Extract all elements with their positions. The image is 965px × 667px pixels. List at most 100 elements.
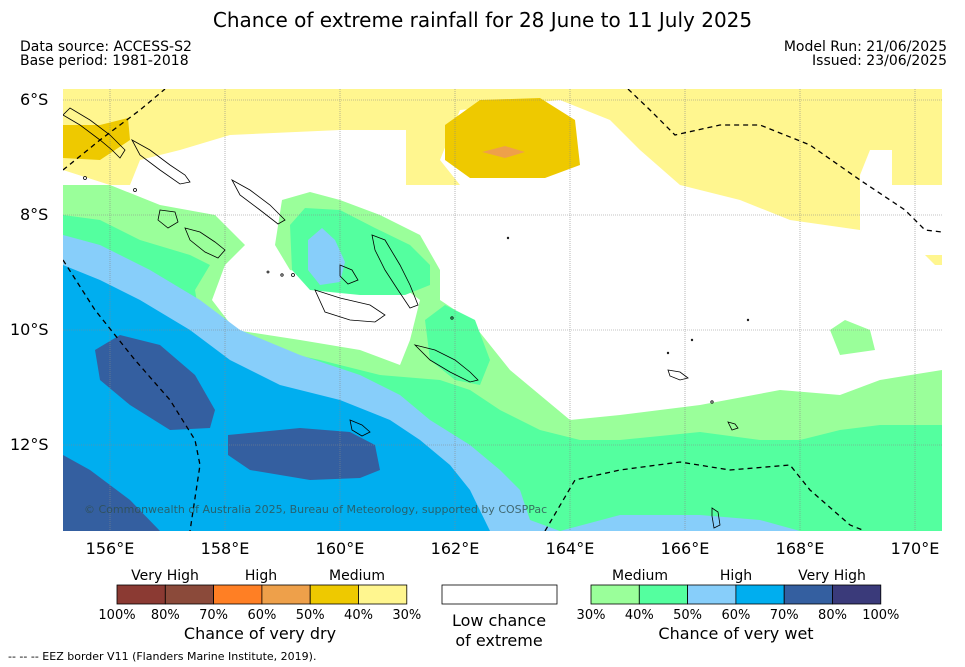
- islet-5: [506, 236, 510, 240]
- copyright-text: © Commonwealth of Australia 2025, Bureau…: [84, 503, 547, 516]
- guadalcanal-island: [314, 289, 386, 323]
- dry-tick-1: 80%: [151, 608, 180, 623]
- lon-label-164e: 164°E: [546, 539, 595, 558]
- dry-tick-2: 70%: [199, 608, 228, 623]
- wet-zone-medium-east: [830, 320, 875, 355]
- dry-swatch-3: [261, 584, 311, 605]
- lat-label-8s: 8°S: [20, 205, 48, 224]
- choiseul-island: [231, 178, 286, 225]
- lat-label-12s: 12°S: [10, 435, 49, 454]
- model-run: Model Run: 21/06/2025: [783, 39, 947, 55]
- dry-level-high: High: [245, 568, 277, 584]
- lon-label-156e: 156°E: [86, 539, 135, 558]
- wet-swatch-2: [687, 584, 737, 605]
- islet-7: [710, 400, 714, 404]
- dry-tick-labels: 100% 80% 70% 60% 50% 40% 30%: [98, 608, 421, 623]
- dry-zone-high-west: [63, 118, 130, 160]
- lon-label-160e: 160°E: [316, 539, 365, 558]
- eez-solomon-tuvalu: [627, 89, 942, 233]
- dry-level-medium: Medium: [329, 568, 385, 584]
- wet-tick-4: 70%: [770, 608, 799, 623]
- wet-level-very-high: Very High: [798, 568, 866, 584]
- dry-swatch-2: [213, 584, 263, 605]
- wet-tick-5: 80%: [818, 608, 847, 623]
- wet-color-bar: [590, 584, 882, 605]
- santa-isabel-island: [371, 234, 419, 309]
- wet-tick-0: 30%: [577, 608, 606, 623]
- makira-island: [667, 369, 689, 381]
- wet-zone-higher-solomon: [308, 228, 345, 285]
- islet-3: [266, 270, 270, 274]
- wet-swatch-3: [735, 584, 785, 605]
- dry-swatch-0: [116, 584, 166, 605]
- wet-tick-labels: 30% 40% 50% 60% 70% 80% 100%: [577, 608, 900, 623]
- legend-neutral: Low chance of extreme: [441, 584, 558, 650]
- russell-islands: [339, 264, 359, 285]
- islet-9: [666, 351, 670, 355]
- wet-level-medium: Medium: [612, 568, 668, 584]
- dry-caption: Chance of very dry: [184, 624, 336, 643]
- grid-lines: [63, 89, 942, 531]
- dry-swatch-1: [164, 584, 215, 605]
- islet-8: [746, 318, 750, 322]
- santa-cruz-island: [727, 421, 739, 431]
- dry-tick-5: 40%: [344, 608, 373, 623]
- new-georgia-island: [184, 227, 226, 259]
- dry-level-very-high: Very High: [131, 568, 199, 584]
- lon-label-166e: 166°E: [661, 539, 710, 558]
- dry-zone-high-central: [445, 98, 580, 178]
- wet-swatch-4: [783, 584, 833, 605]
- dry-zone-higher: [482, 146, 525, 158]
- lon-label-158e: 158°E: [201, 539, 250, 558]
- dry-swatch-5: [358, 584, 408, 605]
- dry-tick-6: 30%: [392, 608, 421, 623]
- rennell-island: [349, 419, 371, 437]
- lat-label-10s: 10°S: [10, 320, 49, 339]
- coastlines: [63, 107, 750, 529]
- wet-zone-very-high: [63, 265, 490, 531]
- meta-right: Model Run: 21/06/2025 Issued: 23/06/2025: [784, 40, 947, 68]
- wet-swatch-0: [590, 584, 640, 605]
- wet-caption: Chance of very wet: [658, 624, 813, 643]
- islet-2: [83, 176, 87, 180]
- page-title: Chance of extreme rainfall for 28 June t…: [212, 8, 753, 32]
- eez-borders: [63, 89, 942, 531]
- dry-zone-medium-north: [63, 89, 942, 230]
- isabel-island: [157, 209, 179, 229]
- neutral-caption-line2: of extreme: [455, 631, 542, 650]
- neutral-swatch: [441, 584, 558, 605]
- wet-zone-extreme-southwest: [63, 455, 160, 531]
- wet-tick-3: 60%: [721, 608, 750, 623]
- data-source: Data source: ACCESS-S2: [20, 39, 192, 55]
- dry-tick-3: 60%: [247, 608, 276, 623]
- wet-zone-high-guadalcanal: [425, 305, 490, 385]
- islet-4: [450, 316, 454, 320]
- lat-label-6s: 6°S: [20, 90, 48, 109]
- map-area: © Commonwealth of Australia 2025, Bureau…: [63, 89, 942, 531]
- wet-zone-higher-south: [560, 515, 800, 531]
- islet-1: [133, 188, 137, 192]
- new-ireland-island: [131, 138, 191, 185]
- dry-color-bar: [116, 584, 408, 605]
- islet-10: [280, 273, 284, 277]
- wet-tick-6: 100%: [862, 608, 899, 623]
- dry-zone-medium-east: [925, 255, 942, 265]
- lon-label-162e: 162°E: [431, 539, 480, 558]
- wet-swatch-1: [638, 584, 688, 605]
- meta-left: Data source: ACCESS-S2 Base period: 1981…: [20, 40, 192, 68]
- base-period: Base period: 1981-2018: [20, 53, 189, 69]
- eez-solomon-vanuatu-south: [544, 461, 866, 531]
- islet-11: [291, 273, 295, 277]
- islet-6: [690, 338, 694, 342]
- issued-date: Issued: 23/06/2025: [812, 53, 947, 69]
- vanuatu-north-island: [711, 507, 721, 529]
- dry-tick-0: 100%: [98, 608, 135, 623]
- wet-tick-1: 40%: [625, 608, 654, 623]
- dry-tick-4: 50%: [296, 608, 325, 623]
- wet-level-high: High: [720, 568, 752, 584]
- eez-border-note: -- -- -- EEZ border V11 (Flanders Marine…: [8, 650, 317, 663]
- legend-dry: Very High High Medium 100% 80% 70% 60% 50% 40…: [98, 568, 421, 643]
- wet-zone-extreme-central: [228, 428, 380, 480]
- wet-swatch-5: [832, 584, 882, 605]
